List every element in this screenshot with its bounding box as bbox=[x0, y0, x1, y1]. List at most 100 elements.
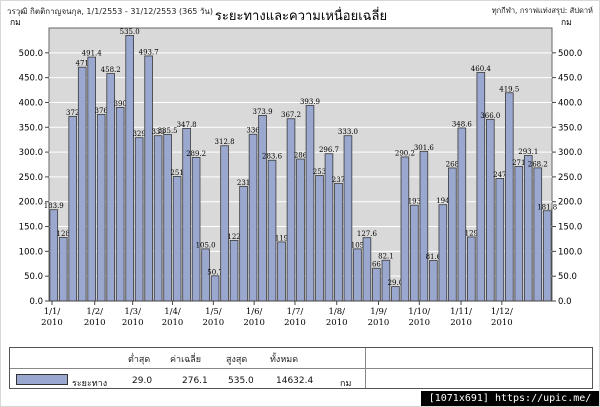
y-tick-label-left: 400.0 bbox=[19, 98, 43, 108]
x-tick-year-label: 2010 bbox=[122, 318, 144, 328]
bar-value-label: 271 bbox=[512, 159, 525, 167]
x-tick-label: 1/9/ bbox=[370, 307, 387, 317]
x-tick-year-label: 2010 bbox=[326, 318, 348, 328]
x-tick-label: 1/2/ bbox=[86, 307, 103, 317]
bar-value-label: 329 bbox=[132, 130, 145, 138]
x-tick-label: 1/8/ bbox=[328, 307, 345, 317]
y-tick-label-left: 50.0 bbox=[24, 272, 43, 282]
y-tick-label-right: 300.0 bbox=[558, 148, 582, 158]
bar-value-label: 283.6 bbox=[262, 153, 283, 161]
bar bbox=[315, 175, 324, 302]
y-tick-label-left: 100.0 bbox=[19, 247, 43, 257]
y-tick-label-right: 350.0 bbox=[558, 123, 582, 133]
bar bbox=[210, 275, 220, 302]
y-tick-label-left: 150.0 bbox=[19, 223, 43, 233]
y-tick-label-left: 500.0 bbox=[19, 49, 43, 59]
bar-value-label: 268.2 bbox=[528, 160, 548, 168]
bar-value-label: 390 bbox=[113, 100, 126, 108]
bar bbox=[457, 127, 467, 302]
bar bbox=[410, 204, 419, 302]
bar-value-label: 66 bbox=[372, 261, 381, 269]
x-tick-label: 1/7/ bbox=[287, 307, 304, 317]
bar bbox=[87, 56, 96, 302]
x-tick-year-label: 2010 bbox=[41, 318, 63, 328]
bar-value-label: 373.9 bbox=[253, 108, 273, 116]
bar-chart: 0.0 0.0 50.0 50.0 100.0 100.0 150.0 150.0 200.0 2… bbox=[19, 27, 582, 328]
x-tick-year-label: 2010 bbox=[491, 318, 513, 328]
bar bbox=[542, 210, 552, 302]
series-name: ระยะทาง bbox=[72, 379, 108, 389]
x-tick-year-label: 2010 bbox=[84, 318, 106, 328]
bar bbox=[343, 135, 353, 302]
bar-value-label: 128 bbox=[57, 230, 70, 238]
bar-value-label: 419.5 bbox=[499, 85, 519, 93]
bar-value-label: 348.6 bbox=[452, 120, 473, 128]
bar bbox=[400, 156, 410, 302]
x-tick-year-label: 2010 bbox=[162, 318, 184, 328]
bar-value-label: 393.9 bbox=[300, 98, 320, 106]
bar-value-label: 105 bbox=[351, 241, 364, 249]
header-avg: ค่าเฉลี่ย bbox=[170, 355, 202, 365]
bar-value-label: 493.7 bbox=[139, 48, 159, 56]
bar-value-label: 372 bbox=[66, 109, 79, 117]
y-tick-label-left: 250.0 bbox=[19, 173, 43, 183]
bar-value-label: 286 bbox=[294, 152, 308, 160]
y-tick-label-right: 500.0 bbox=[558, 49, 582, 59]
bar-value-label: 237 bbox=[332, 176, 345, 184]
bar bbox=[296, 158, 305, 302]
value-unit: กม bbox=[340, 379, 352, 389]
y-tick-label-left: 350.0 bbox=[19, 123, 43, 133]
bar bbox=[362, 237, 372, 302]
bar-value-label: 336 bbox=[246, 127, 260, 135]
x-tick-year-label: 2010 bbox=[203, 318, 225, 328]
bar-value-label: 81.6 bbox=[426, 253, 442, 261]
x-tick-label: 1/5/ bbox=[205, 307, 222, 317]
bar bbox=[163, 134, 172, 302]
bar bbox=[448, 167, 457, 302]
bar-value-label: 193 bbox=[408, 198, 421, 206]
bar-value-label: 253 bbox=[313, 168, 326, 176]
bar-value-label: 194 bbox=[436, 197, 450, 205]
y-tick-label-right: 0.0 bbox=[558, 297, 572, 307]
header-max: สูงสุด bbox=[226, 355, 248, 365]
bar-value-label: 296.7 bbox=[319, 146, 339, 154]
bar-value-label: 82.1 bbox=[378, 253, 394, 261]
bar bbox=[419, 150, 429, 302]
bar bbox=[353, 248, 362, 302]
bar bbox=[438, 204, 448, 302]
bar-value-label: 366.0 bbox=[480, 112, 500, 120]
bar-value-label: 127.6 bbox=[357, 230, 378, 238]
bar-value-label: 105.0 bbox=[196, 241, 216, 249]
x-tick-year-label: 2010 bbox=[284, 318, 306, 328]
bar-value-label: 333 bbox=[151, 128, 164, 136]
bar-value-label: 347.8 bbox=[177, 121, 197, 129]
summary-table: ต่ำสุด ค่าเฉลี่ย สูงสุด ทั้งหมด ระยะทาง … bbox=[9, 347, 593, 389]
y-tick-label-left: 200.0 bbox=[19, 198, 43, 208]
y-tick-label-left: 450.0 bbox=[19, 74, 43, 84]
bar-value-label: 119 bbox=[275, 234, 288, 242]
bar-value-label: 251 bbox=[170, 169, 183, 177]
bar bbox=[277, 241, 286, 302]
bar bbox=[96, 113, 106, 302]
chart-title: ระยะทางและความเหนื่อยเฉลี่ย bbox=[214, 9, 388, 24]
bar-value-label: 50.7 bbox=[207, 268, 223, 276]
header-total: ทั้งหมด bbox=[270, 355, 299, 365]
y-tick-label-right: 200.0 bbox=[558, 198, 582, 208]
bar bbox=[476, 72, 486, 302]
y-tick-label-right: 150.0 bbox=[558, 223, 582, 233]
bar bbox=[125, 35, 134, 302]
y-tick-label-left: 300.0 bbox=[19, 148, 43, 158]
bar bbox=[220, 145, 229, 302]
bar bbox=[134, 137, 144, 302]
bar bbox=[391, 286, 400, 302]
bar-value-label: 535.0 bbox=[120, 28, 140, 36]
x-tick-year-label: 2010 bbox=[243, 318, 265, 328]
bar bbox=[429, 260, 438, 302]
bar bbox=[153, 135, 163, 302]
bar-value-label: 181.8 bbox=[537, 203, 557, 211]
value-min: 29.0 bbox=[132, 376, 153, 386]
y-tick-label-left: 0.0 bbox=[29, 297, 43, 307]
bar-value-label: 376 bbox=[95, 107, 109, 115]
bar bbox=[248, 133, 258, 302]
